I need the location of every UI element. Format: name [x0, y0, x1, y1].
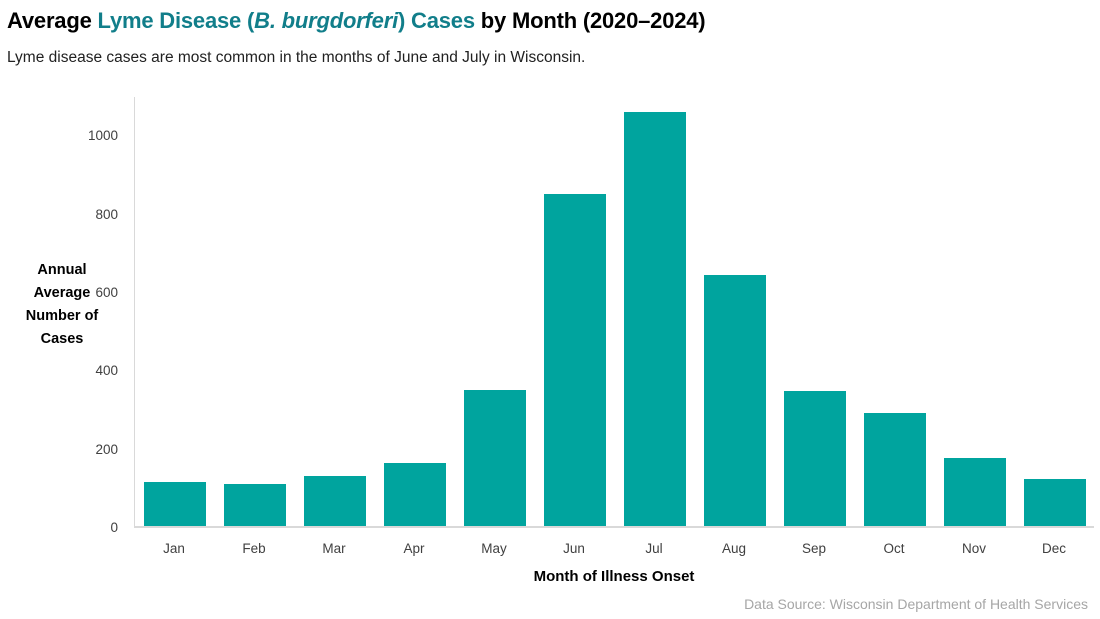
x-axis-title: Month of Illness Onset	[533, 568, 695, 585]
x-axis-tick-labels: Jan Feb Mar Apr May Jun Jul Aug Sep Oct Nov Dec	[134, 540, 1094, 558]
y-tick-label-0: 0	[110, 520, 118, 535]
x-tick-label-apr: Apr	[403, 541, 425, 556]
bar-jul	[624, 111, 686, 526]
y-axis-title-line: Annual	[37, 262, 87, 278]
y-tick-label-600: 600	[95, 284, 118, 300]
bar-dec	[1024, 478, 1086, 526]
plot-area	[134, 97, 1094, 528]
chart-title: Average Lyme Disease (B. burgdorferi) Ca…	[7, 8, 706, 34]
bar-feb	[224, 484, 286, 526]
chart-subtitle: Lyme disease cases are most common in th…	[7, 49, 586, 66]
bar-oct	[864, 412, 926, 526]
y-tick-label-200: 200	[95, 441, 118, 457]
data-source-note: Data Source: Wisconsin Department of Hea…	[744, 596, 1088, 612]
x-tick-label-jul: Jul	[645, 541, 663, 556]
y-axis-title-line: Average	[33, 285, 91, 301]
bar-nov	[944, 457, 1006, 526]
y-axis-tick-labels: 0 200 400 600 800 1000	[52, 97, 118, 535]
y-tick-label-1000: 1000	[87, 128, 118, 144]
bar-aug	[704, 275, 766, 526]
y-tick-label-800: 800	[95, 206, 118, 222]
title-prefix: Average	[7, 8, 98, 33]
x-tick-label-feb: Feb	[242, 541, 266, 556]
bar-jun	[544, 194, 606, 526]
y-tick-label-400: 400	[95, 363, 118, 379]
bar-apr	[384, 463, 446, 526]
x-tick-label-mar: Mar	[322, 541, 346, 556]
bar-may	[464, 389, 526, 526]
y-axis-title-line: Number of	[25, 308, 99, 324]
title-suffix: by Month (2020–2024)	[474, 8, 706, 33]
y-axis-title: Annual Average Number of Cases	[10, 259, 114, 351]
x-tick-label-sep: Sep	[801, 541, 827, 556]
x-tick-label-aug: Aug	[721, 541, 747, 556]
x-tick-label-nov: Nov	[961, 541, 986, 556]
x-tick-label-may: May	[481, 541, 507, 556]
bar-jan	[144, 481, 206, 526]
x-tick-label-jun: Jun	[563, 541, 585, 556]
bar-mar	[304, 475, 366, 526]
x-tick-label-dec: Dec	[1041, 541, 1066, 556]
title-disease-name: Lyme Disease (	[97, 8, 255, 33]
x-tick-label-oct: Oct	[883, 541, 905, 556]
x-tick-label-jan: Jan	[163, 541, 185, 556]
bar-sep	[784, 391, 846, 526]
title-cases: ) Cases	[398, 8, 475, 33]
y-axis-title-line: Cases	[40, 331, 84, 347]
title-species-italic: B. burgdorferi	[254, 8, 398, 33]
